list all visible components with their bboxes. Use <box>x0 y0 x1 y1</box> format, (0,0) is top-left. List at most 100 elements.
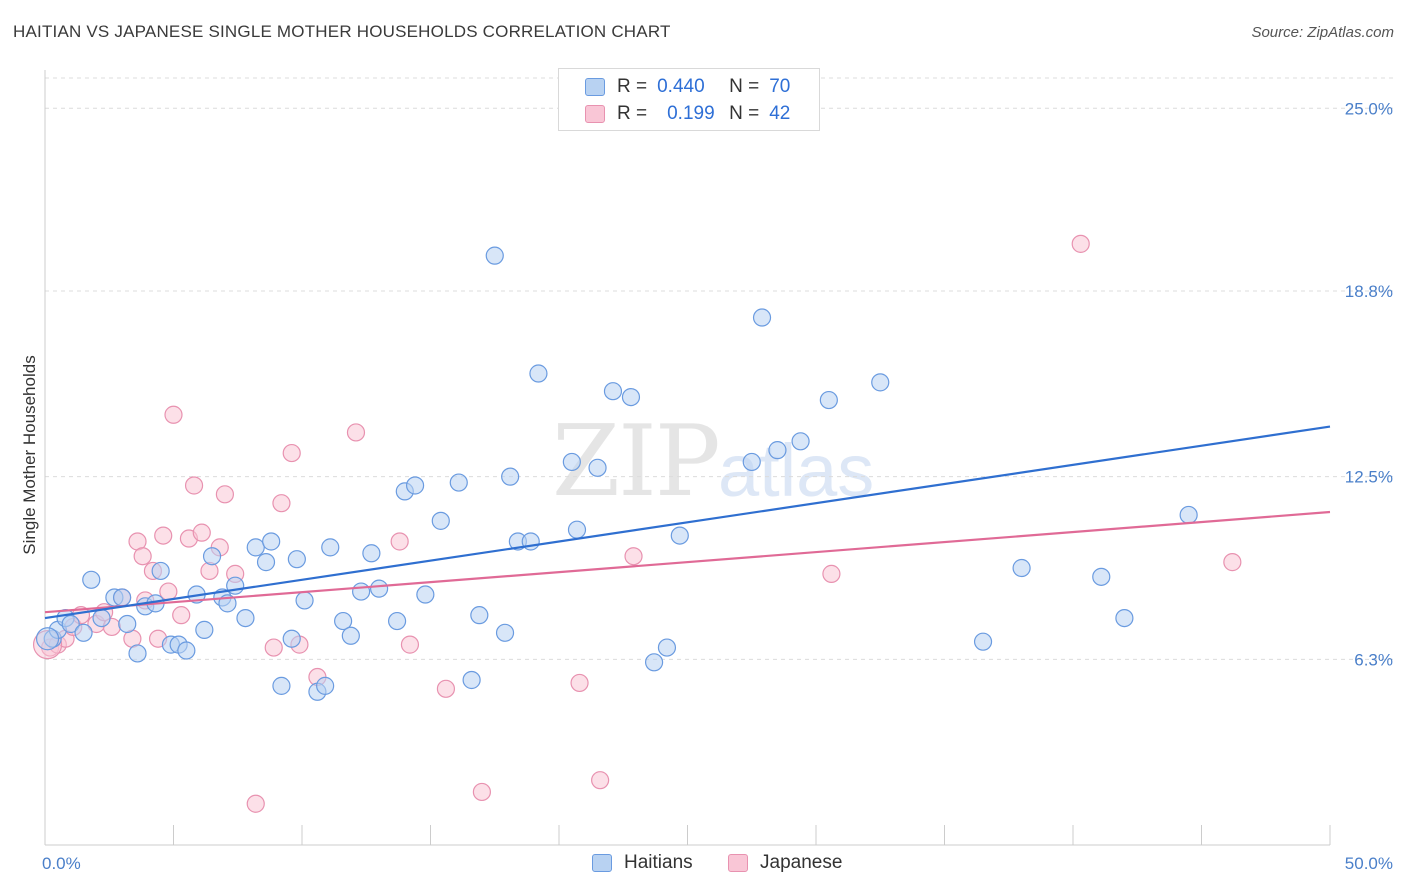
haitian-point <box>819 390 838 410</box>
haitian-trend-line <box>44 425 1331 620</box>
japanese-n-value: 42 <box>769 103 791 124</box>
x-tick-label: 50.0% <box>1345 854 1393 873</box>
haitian-point <box>236 608 255 628</box>
haitian-point <box>195 620 214 639</box>
legend-item-haitians: Haitians <box>592 852 693 874</box>
tick-labels: 6.3% 12.5% 18.8% 25.0% 0.0% 50.0% <box>42 99 1393 873</box>
haitian-point <box>670 526 689 545</box>
japanese-point <box>624 547 643 566</box>
japanese-r-value: 0.199 <box>667 103 715 124</box>
haitian-point <box>151 561 170 581</box>
japanese-point <box>436 679 456 698</box>
haitian-point <box>61 614 80 634</box>
r-label: R = <box>617 76 648 97</box>
source-credit: Source: ZipAtlas.com <box>1251 24 1394 41</box>
haitian-point <box>321 538 340 557</box>
japanese-point <box>282 443 301 463</box>
haitian-point <box>485 246 504 265</box>
n-label: N = <box>729 103 760 124</box>
japanese-legend-label: Japanese <box>760 852 843 873</box>
axes <box>44 70 1331 846</box>
haitian-point <box>287 550 306 569</box>
grid-lines <box>45 77 1395 660</box>
y-tick-label: 12.5% <box>1345 468 1393 487</box>
haitian-point <box>92 608 111 628</box>
haitian-point <box>295 591 314 610</box>
haitian-point <box>431 511 450 530</box>
chart-title: HAITIAN VS JAPANESE SINGLE MOTHER HOUSEH… <box>13 22 671 41</box>
haitian-point <box>752 308 772 327</box>
japanese-point <box>472 782 491 802</box>
y-tick-label: 6.3% <box>1354 650 1393 669</box>
japanese-points <box>32 234 1242 813</box>
haitians-legend-swatch <box>592 854 612 872</box>
japanese-legend-swatch <box>728 854 748 872</box>
y-axis-label: Single Mother Households <box>20 355 39 555</box>
japanese-point <box>1071 234 1090 253</box>
japanese-point <box>390 532 409 551</box>
legend-item-japanese: Japanese <box>728 852 842 874</box>
japanese-point <box>164 405 183 424</box>
japanese-point <box>184 476 204 495</box>
haitian-point <box>791 432 810 451</box>
series-legend: Haitians Japanese <box>0 852 1406 876</box>
haitian-point <box>334 611 353 631</box>
japanese-point <box>272 494 291 513</box>
haitian-points <box>35 246 1198 701</box>
japanese-trend-line <box>44 510 1331 614</box>
haitian-point <box>871 373 890 392</box>
haitian-point <box>1179 505 1198 525</box>
haitian-point <box>362 544 381 563</box>
r-label: R = <box>617 103 648 124</box>
japanese-point <box>154 526 173 545</box>
haitian-point <box>501 467 520 486</box>
haitian-point <box>370 579 389 598</box>
y-tick-label: 25.0% <box>1345 99 1393 118</box>
japanese-swatch <box>585 105 605 123</box>
haitians-r-value: 0.440 <box>657 76 705 97</box>
haitian-point <box>462 670 481 690</box>
haitian-point <box>742 452 761 472</box>
haitian-point <box>82 570 101 589</box>
haitian-point <box>341 626 360 645</box>
haitian-point <box>567 520 587 539</box>
legend-row-japanese: R = 0.199 N = 42 <box>585 102 790 126</box>
haitian-point <box>973 632 993 651</box>
japanese-point <box>1223 553 1242 572</box>
japanese-point <box>133 547 152 566</box>
haitian-point <box>1115 608 1134 628</box>
haitian-point <box>495 623 515 642</box>
haitian-point <box>621 387 641 407</box>
haitian-point <box>112 588 132 607</box>
haitian-point <box>35 627 60 651</box>
haitian-point <box>1012 558 1031 578</box>
japanese-point <box>400 635 420 654</box>
n-label: N = <box>729 76 760 97</box>
japanese-point <box>192 523 211 542</box>
haitian-point <box>128 644 147 663</box>
haitian-point <box>562 452 581 472</box>
correlation-legend: R = 0.440 N = 70 R = 0.199 N = 42 <box>558 68 820 131</box>
trend-lines <box>44 425 1331 620</box>
haitian-point <box>1092 567 1111 586</box>
haitian-point <box>644 653 664 672</box>
haitian-point <box>657 638 677 657</box>
haitian-point <box>588 458 607 477</box>
haitians-legend-label: Haitians <box>624 852 693 873</box>
japanese-point <box>215 485 234 504</box>
haitian-point <box>246 538 265 557</box>
haitian-point <box>118 614 137 634</box>
japanese-point <box>591 771 610 790</box>
x-tick-label: 0.0% <box>42 854 81 873</box>
haitian-point <box>316 676 335 695</box>
y-tick-label: 18.8% <box>1345 282 1393 301</box>
haitian-point <box>74 623 93 642</box>
haitian-point <box>449 473 468 492</box>
japanese-point <box>264 638 283 657</box>
haitian-point <box>405 476 425 495</box>
japanese-point <box>346 423 366 442</box>
haitian-point <box>470 606 489 625</box>
haitians-swatch <box>585 78 605 96</box>
haitian-point <box>352 582 371 601</box>
